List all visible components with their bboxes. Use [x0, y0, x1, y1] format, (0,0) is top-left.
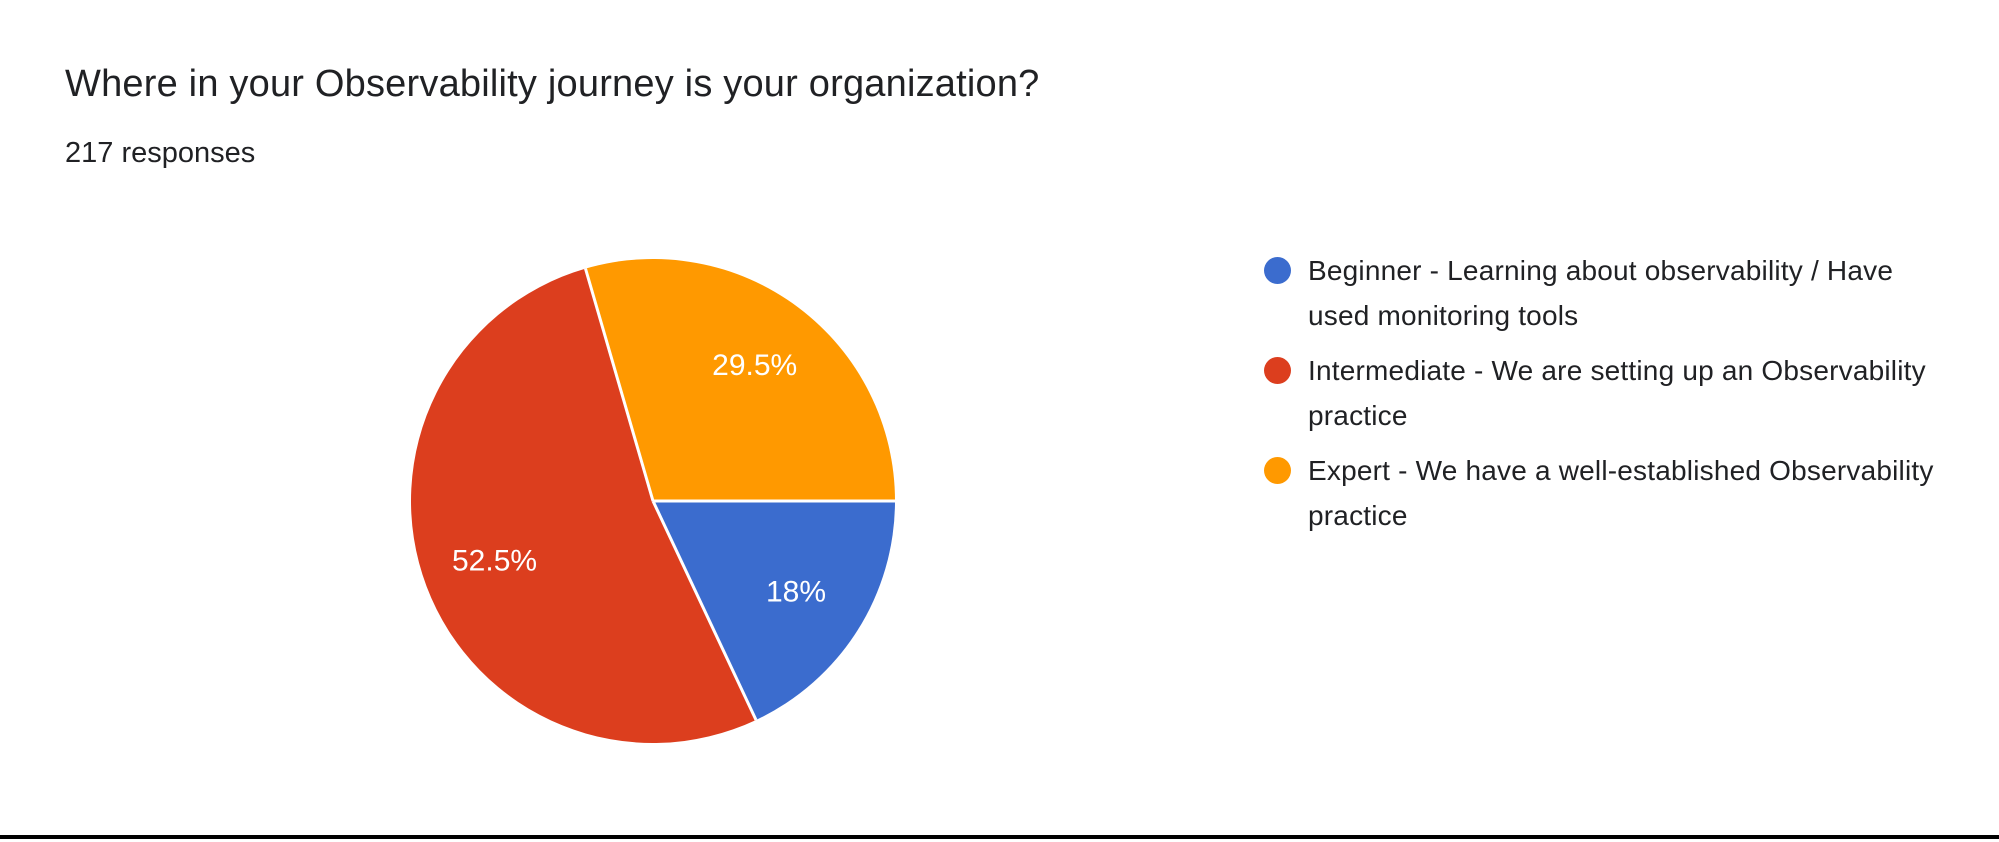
chart-legend: Beginner - Learning about observability … — [1264, 248, 1944, 548]
pie-chart: 18% 52.5% 29.5% — [408, 256, 898, 746]
legend-dot-orange-icon — [1264, 457, 1291, 484]
legend-label: Beginner - Learning about observability … — [1308, 255, 1894, 331]
pie-slice-2[interactable] — [585, 259, 895, 501]
legend-label: Intermediate - We are setting up an Obse… — [1308, 355, 1926, 431]
pie-chart-svg: 18% 52.5% 29.5% — [410, 259, 895, 743]
responses-count: 217 responses — [65, 137, 256, 169]
question-title: Where in your Observability journey is y… — [65, 63, 1040, 105]
slice-percentage-label: 29.5% — [712, 349, 797, 382]
slice-percentage-label: 18% — [766, 575, 826, 608]
slice-separator-line — [584, 268, 655, 502]
bottom-border-line — [0, 835, 1999, 839]
legend-item-intermediate: Intermediate - We are setting up an Obse… — [1264, 348, 1944, 438]
legend-label: Expert - We have a well-established Obse… — [1308, 455, 1934, 531]
pie-slice-1[interactable] — [410, 268, 757, 743]
slice-separator-line — [651, 500, 758, 721]
slice-percentage-label: 52.5% — [452, 544, 537, 577]
chart-header: Where in your Observability journey is y… — [65, 60, 1465, 170]
pie-slice-0[interactable] — [653, 501, 895, 720]
legend-item-beginner: Beginner - Learning about observability … — [1264, 248, 1944, 338]
legend-dot-red-icon — [1264, 357, 1291, 384]
legend-item-expert: Expert - We have a well-established Obse… — [1264, 448, 1944, 538]
legend-dot-blue-icon — [1264, 257, 1291, 284]
